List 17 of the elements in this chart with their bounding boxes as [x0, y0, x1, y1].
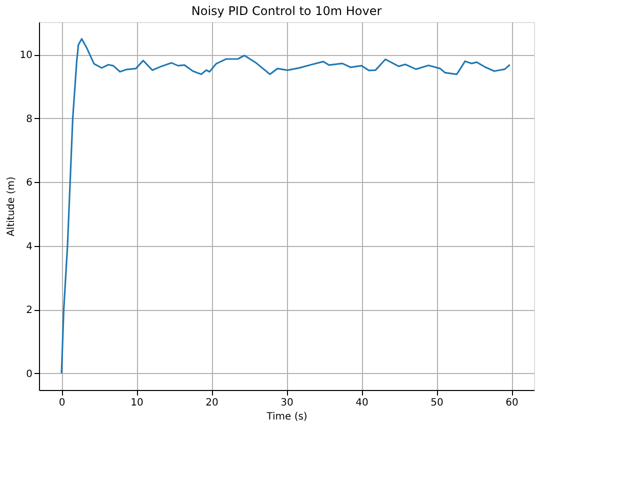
- x-tick-label: 0: [58, 398, 66, 408]
- x-tick-label: 20: [206, 398, 218, 408]
- y-axis-title: Altitude (m): [6, 176, 17, 236]
- y-tick-label: 2: [26, 305, 32, 316]
- x-tick-label: 60: [506, 398, 518, 408]
- x-tick-label: 50: [430, 398, 444, 408]
- x-tick-label: 30: [280, 398, 294, 408]
- y-tick-label: 4: [26, 241, 32, 252]
- y-tick-label: 10: [20, 50, 32, 62]
- line-series: [60, 38, 511, 374]
- y-tick-label: 0: [26, 368, 32, 380]
- y-tick-label: 6: [26, 178, 32, 189]
- x-tick-label: 10: [130, 398, 144, 408]
- x-tick-label: 40: [356, 398, 368, 408]
- chart-title: Noisy PID Control to 10m Hover: [191, 4, 382, 18]
- y-tick-label: 8: [26, 114, 32, 125]
- x-axis-title: Time (s): [266, 412, 308, 422]
